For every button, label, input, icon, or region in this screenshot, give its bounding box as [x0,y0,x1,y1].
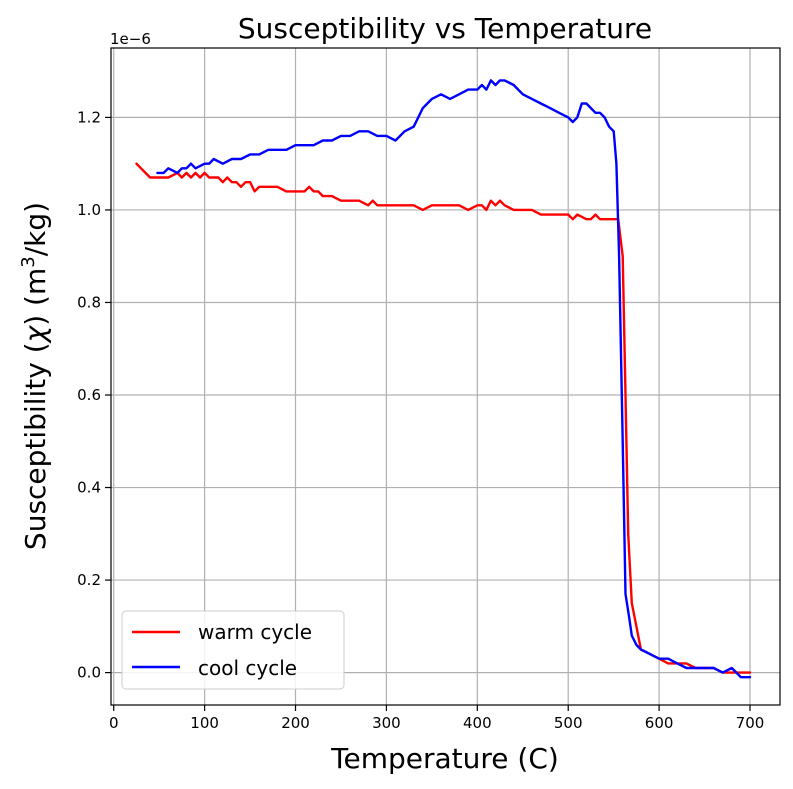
y-axis-title-chi: χ [19,324,52,344]
legend-label-warm-cycle: warm cycle [198,620,312,644]
y-axis-title-part1: Susceptibility ( [19,342,52,550]
legend-label-cool-cycle: cool cycle [198,656,297,680]
x-tick-label: 700 [736,714,765,732]
series-layer [135,79,752,679]
y-tick-label: 1.2 [77,108,101,126]
y-axis-title-part3: /kg) [19,202,52,256]
y-tick-label: 0.0 [77,664,101,682]
plot-frame [110,47,781,706]
legend: warm cycle cool cycle [121,610,345,690]
legend-box [121,610,345,690]
y-tick-label: 0.2 [77,571,101,589]
series-line-warm-cycle [135,162,752,674]
y-axis-title: Susceptibility (χ) (m3/kg) [18,202,52,550]
series-line-cool-cycle [156,79,752,679]
y-axis-title-part2: ) (m [19,268,52,326]
y-axis-title-sup: 3 [18,256,39,267]
x-tick-label: 0 [109,714,119,732]
x-tick-label: 500 [554,714,583,732]
chart-title: Susceptibility vs Temperature [238,12,652,45]
x-tick-label: 200 [281,714,310,732]
y-offset-label: 1e−6 [110,30,151,48]
x-tick-label: 400 [463,714,492,732]
y-tick-label: 0.8 [77,293,101,311]
x-tick-label: 600 [645,714,674,732]
ticks: 0 100 200 300 400 500 600 700 0.0 0.2 0.4 0.6 0.8 1.0… [77,108,764,732]
x-axis-title: Temperature (C) [330,742,559,775]
x-tick-label: 100 [190,714,219,732]
y-tick-label: 0.6 [77,386,101,404]
x-tick-label: 300 [372,714,401,732]
y-tick-label: 0.4 [77,479,101,497]
y-tick-label: 1.0 [77,201,101,219]
